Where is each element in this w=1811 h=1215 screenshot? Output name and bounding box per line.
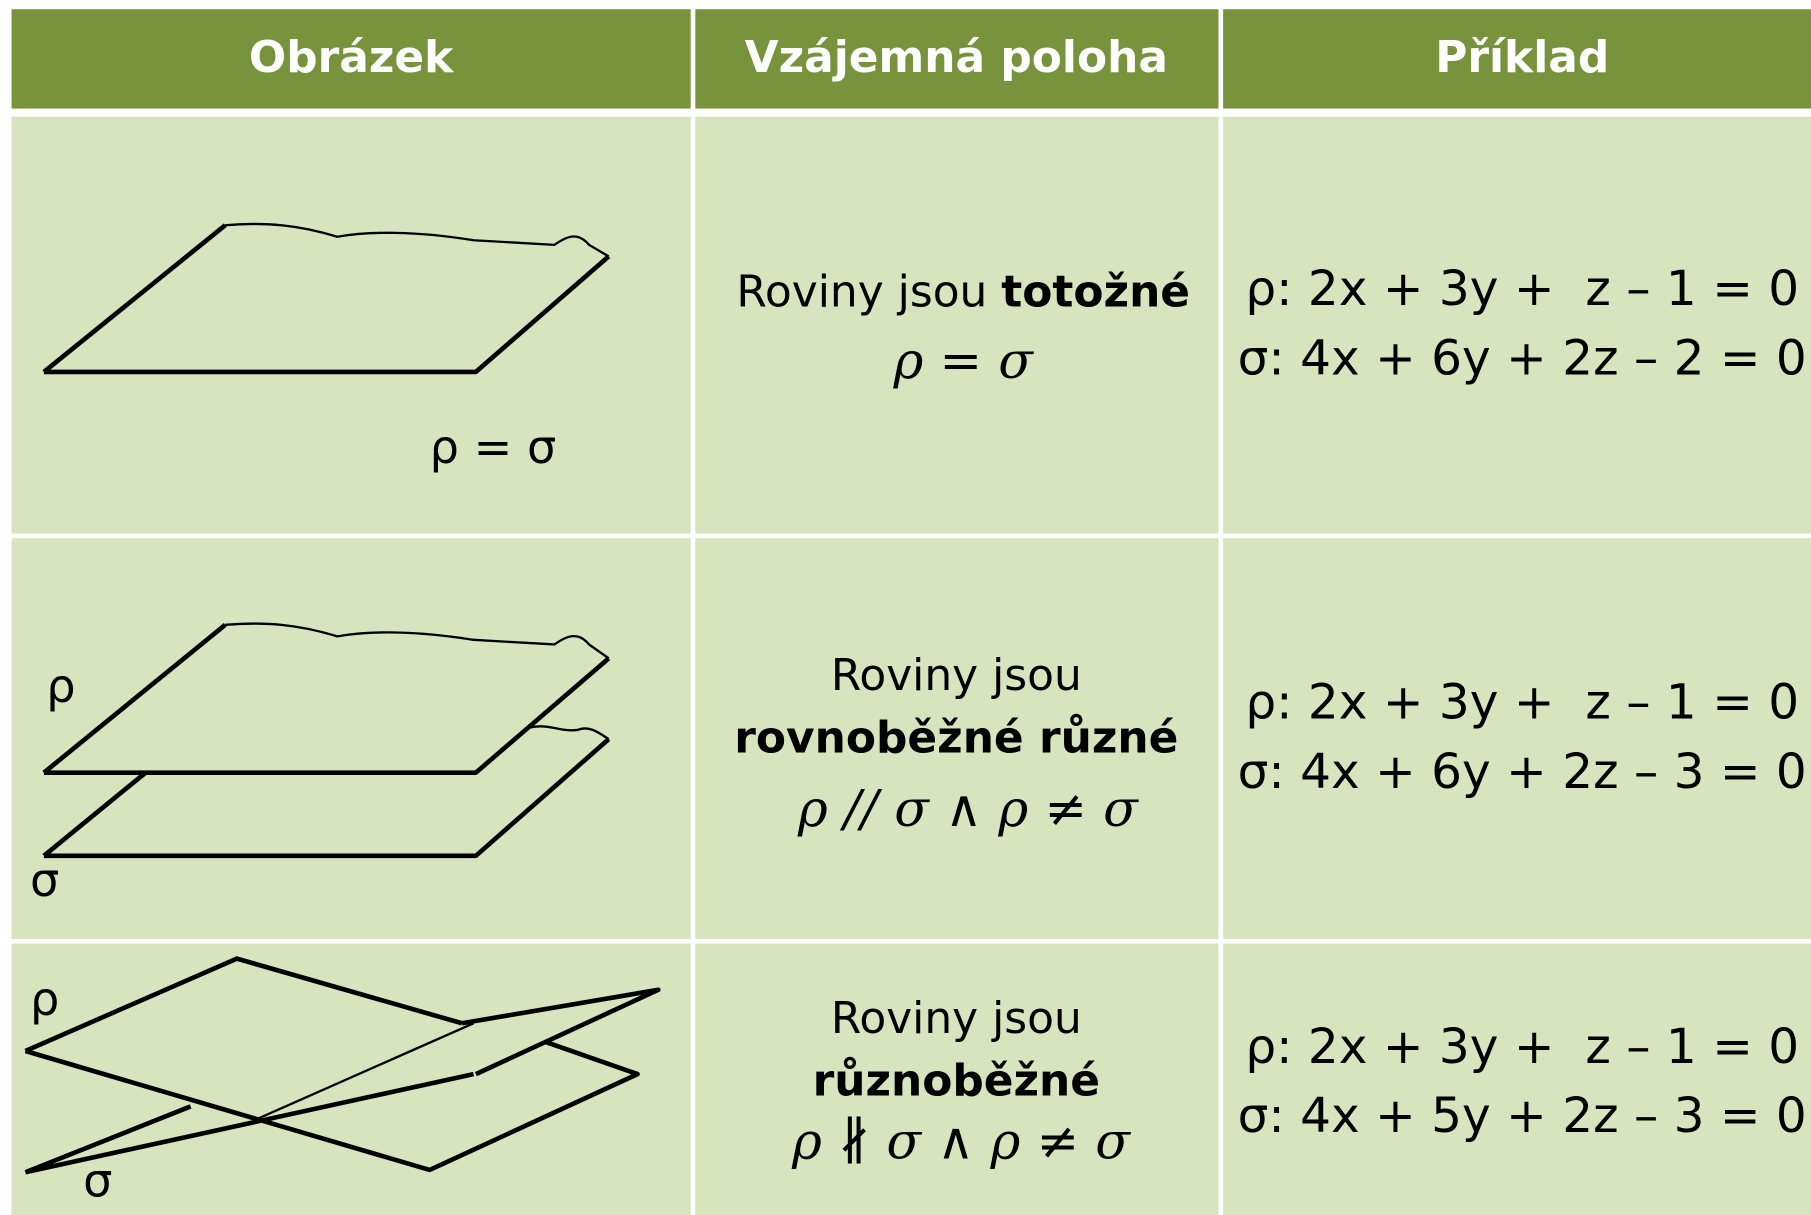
- example-line: σ: 4x + 5y + 2z – 3 = 0: [1238, 1088, 1807, 1144]
- header-cell: [1223, 9, 1811, 109]
- example-line: ρ: 2x + 3y + z – 1 = 0: [1245, 675, 1799, 731]
- example-line: ρ: 2x + 3y + z – 1 = 0: [1245, 1019, 1799, 1075]
- cell: [695, 943, 1219, 1215]
- position-text: Roviny jsou: [831, 993, 1082, 1044]
- cell: [1223, 538, 1811, 939]
- header-cell: [11, 9, 691, 109]
- position-bold: totožné: [1001, 267, 1190, 318]
- plane-edge: [225, 222, 610, 258]
- example-line: σ: 4x + 6y + 2z – 2 = 0: [1238, 330, 1807, 386]
- cell: [11, 116, 691, 534]
- position-bold: různoběžné: [813, 1055, 1100, 1106]
- position-bold: rovnoběžné různé: [734, 712, 1178, 763]
- position-text: Roviny jsou: [736, 267, 1001, 318]
- position-text: Roviny jsou: [831, 650, 1082, 701]
- example-line: σ: 4x + 6y + 2z – 3 = 0: [1238, 744, 1807, 800]
- position-formula: ρ // σ ∧ ρ ≠ σ: [797, 779, 1139, 838]
- cell: [1223, 943, 1811, 1215]
- cell: [695, 538, 1219, 939]
- position-formula: ρ = σ: [893, 331, 1035, 390]
- plane-edge: [24, 956, 661, 1175]
- cell: [11, 538, 691, 939]
- header-label: Příklad: [1435, 32, 1609, 83]
- header-row: Obrázek Vzájemná poloha Příklad: [11, 9, 1811, 109]
- plane-edge: [42, 223, 611, 375]
- cell: [1223, 116, 1811, 534]
- body-cells: [11, 116, 1811, 1215]
- figure-label: σ: [83, 1153, 112, 1207]
- header-cell: [695, 9, 1219, 109]
- header-label: Vzájemná poloha: [745, 32, 1168, 83]
- header-label: Obrázek: [249, 32, 455, 83]
- figure-label: ρ: [30, 972, 59, 1026]
- cell: [695, 116, 1219, 534]
- plane-edge: [42, 623, 611, 859]
- position-text: Roviny jsou totožné: [736, 267, 1190, 318]
- figure-label: ρ = σ: [430, 420, 557, 474]
- plane-edge: [225, 622, 610, 741]
- plane-edge: [253, 1022, 475, 1122]
- example-line: ρ: 2x + 3y + z – 1 = 0: [1245, 261, 1799, 317]
- position-formula: ρ ∦ σ ∧ ρ ≠ σ: [791, 1112, 1131, 1171]
- figure-label: σ: [30, 853, 59, 907]
- figure-label: ρ: [46, 659, 75, 713]
